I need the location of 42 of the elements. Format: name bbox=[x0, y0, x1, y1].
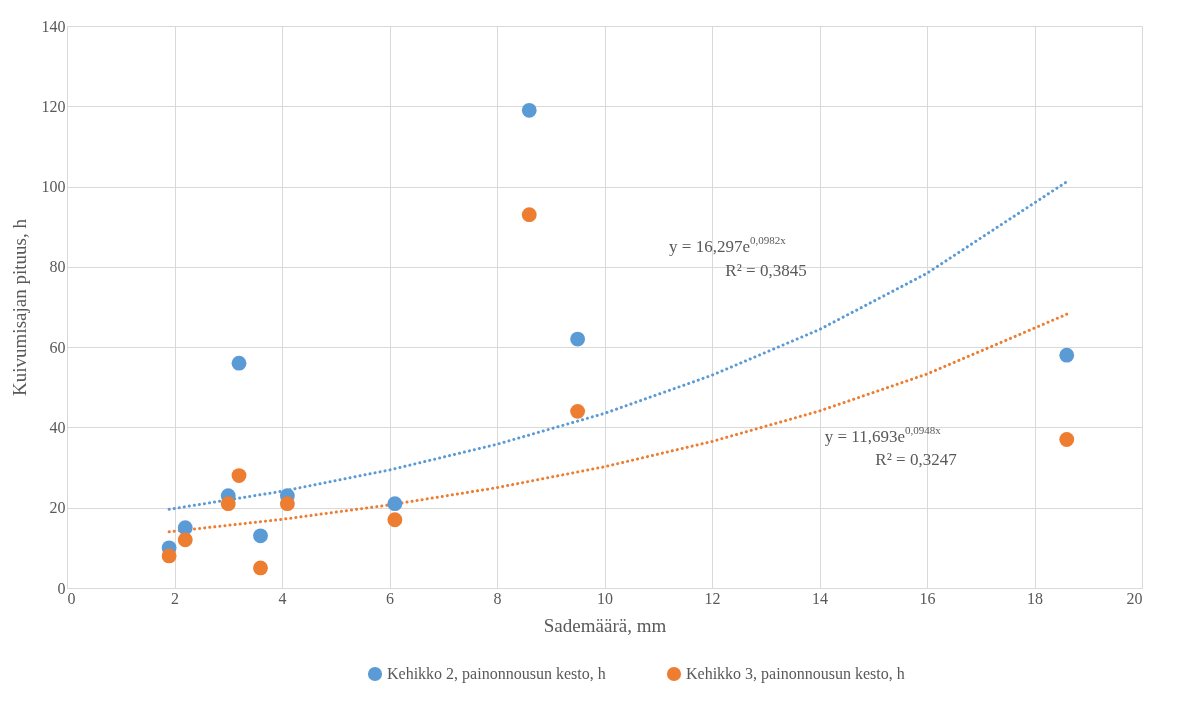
y-tick-label: 120 bbox=[41, 97, 66, 115]
x-tick-label: 8 bbox=[493, 589, 502, 607]
y-tick-label: 20 bbox=[49, 499, 66, 517]
point bbox=[521, 207, 537, 223]
line-series bbox=[167, 180, 1069, 511]
point bbox=[521, 102, 537, 118]
x-tick-label: 20 bbox=[1126, 589, 1143, 607]
y-tick-label: 40 bbox=[49, 418, 66, 436]
line-series bbox=[167, 312, 1069, 534]
y-tick-label: 100 bbox=[41, 178, 66, 196]
point bbox=[570, 331, 586, 347]
y-axis-title: Kuivumisajan pituus, h bbox=[8, 218, 30, 396]
x-tick-label: 16 bbox=[919, 589, 936, 607]
point bbox=[231, 468, 247, 483]
point bbox=[161, 548, 177, 564]
point bbox=[220, 496, 236, 512]
point bbox=[177, 520, 193, 536]
legend-label: Kehikko 3, painonnousun kesto, h bbox=[686, 665, 905, 683]
point bbox=[387, 496, 403, 512]
point bbox=[177, 532, 193, 548]
annotation: R² = 0,3247 bbox=[875, 450, 958, 469]
x-tick-label: 10 bbox=[597, 589, 613, 607]
point bbox=[253, 528, 268, 544]
x-tick-label: 4 bbox=[278, 589, 287, 607]
point bbox=[231, 355, 247, 371]
x-tick-label: 14 bbox=[812, 589, 828, 607]
point bbox=[253, 560, 268, 576]
point bbox=[387, 512, 403, 528]
x-tick-label: 12 bbox=[704, 589, 721, 607]
point bbox=[279, 496, 295, 512]
x-axis-title: Sademäärä, mm bbox=[543, 614, 667, 636]
x-tick-label: 6 bbox=[386, 589, 394, 607]
x-tick-label: 2 bbox=[171, 589, 179, 607]
x-tick-label: 18 bbox=[1027, 589, 1043, 607]
point bbox=[1059, 347, 1075, 363]
point bbox=[570, 403, 586, 419]
annotation: R² = 0,3845 bbox=[725, 261, 807, 280]
point bbox=[1059, 432, 1075, 447]
y-tick-label: 60 bbox=[49, 338, 66, 356]
legend-label: Kehikko 2, painonnousun kesto, h bbox=[387, 665, 606, 683]
y-tick-label: 80 bbox=[49, 258, 66, 276]
y-tick-label: 140 bbox=[41, 17, 66, 35]
